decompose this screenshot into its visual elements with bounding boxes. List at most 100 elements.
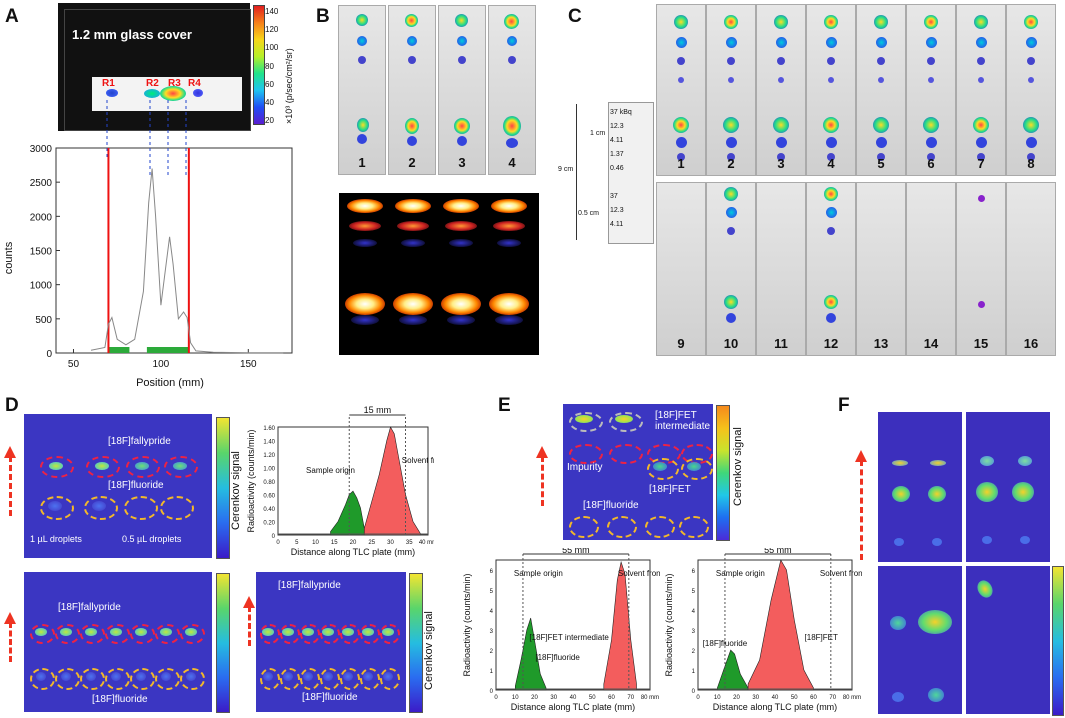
chart-ytick-label: 0 bbox=[490, 689, 494, 695]
chart-xtick-label: 30 bbox=[752, 695, 759, 701]
panel-a-chart: 0 500 1000 1500 2000 2500 3000 50 100 150 Positi… bbox=[3, 144, 293, 389]
panel-label-d: D bbox=[5, 395, 19, 416]
e-image: [18F]FET intermediate Impurity [18F]FET … bbox=[563, 404, 713, 540]
chart-xtick-label: 5 bbox=[295, 540, 299, 546]
chart-xtick-label: 0 bbox=[276, 540, 280, 546]
c-strip-number: 16 bbox=[1023, 336, 1039, 351]
f-colorbar bbox=[1052, 566, 1064, 716]
c-strip-number: 14 bbox=[923, 336, 939, 351]
c-strip: 8 bbox=[1006, 4, 1056, 176]
chart-xlabel: Distance along TLC plate (mm) bbox=[511, 702, 635, 712]
d-fluoride-spot bbox=[85, 672, 96, 681]
d-yellow-ellipse bbox=[30, 668, 55, 690]
f-image-2 bbox=[966, 412, 1050, 562]
e-fluoride: [18F]fluoride bbox=[583, 500, 639, 511]
c-strip: 15 bbox=[956, 182, 1006, 356]
front-label: Solvent front bbox=[820, 569, 862, 578]
panel-label-f: F bbox=[838, 395, 850, 416]
d-yellow-ellipse bbox=[340, 668, 360, 690]
chart-xtick-label: 80 mm bbox=[843, 695, 861, 701]
d-fluoride-spot bbox=[60, 672, 71, 681]
c-strip: 3 bbox=[756, 4, 806, 176]
tlc-plate-a bbox=[92, 77, 242, 111]
d-arrow-top bbox=[4, 446, 16, 516]
panel-b-strips: 1 2 3 4 bbox=[338, 5, 536, 175]
fet-label: [18F]FET bbox=[805, 633, 838, 642]
d-fallypride-spot bbox=[159, 628, 172, 636]
a-ytick-label: 500 bbox=[35, 315, 52, 326]
c-strip-number: 13 bbox=[873, 336, 889, 351]
a-connectors bbox=[106, 100, 187, 178]
e-impurity: Impurity bbox=[567, 462, 603, 473]
d-yellow-ellipse bbox=[180, 668, 205, 690]
chart-xtick-label: 50 bbox=[791, 695, 798, 701]
chart-xtick-label: 30 bbox=[387, 540, 394, 546]
d-yellow-ellipse bbox=[55, 668, 80, 690]
d-red-ellipse bbox=[320, 624, 340, 644]
chart-xtick-label: 20 bbox=[350, 540, 357, 546]
c-strip-number: 1 bbox=[677, 156, 685, 171]
d-fluoride-spot bbox=[343, 672, 353, 681]
d-arrow-bottom-right bbox=[243, 596, 255, 646]
chart-ylabel: Radioactivity (counts/min) bbox=[462, 573, 472, 676]
c-strip: 16 bbox=[1006, 182, 1056, 356]
c-strip-number: 7 bbox=[977, 156, 985, 171]
chart-xlabel: Distance along TLC plate (mm) bbox=[713, 702, 837, 712]
chart-xtick-label: 10 bbox=[714, 695, 721, 701]
d-yellow-ellipse bbox=[320, 668, 340, 690]
d-yellow-ellipse bbox=[80, 668, 105, 690]
d-red-ellipse bbox=[360, 624, 380, 644]
d-fallypride-spot bbox=[342, 628, 354, 636]
d-fluoride-spot bbox=[283, 672, 293, 681]
c-strip-number: 12 bbox=[823, 336, 839, 351]
c-strip-number: 11 bbox=[774, 336, 788, 351]
chart-ytick-label: 3 bbox=[490, 629, 494, 635]
d-yellow-ellipse bbox=[155, 668, 180, 690]
d-fallypride-spot bbox=[134, 628, 147, 636]
panel-label-e: E bbox=[498, 395, 511, 416]
d-fallypride-spot bbox=[362, 628, 374, 636]
f-image-4 bbox=[966, 566, 1050, 714]
c-strip-number: 4 bbox=[827, 156, 835, 171]
c-strip-number: 10 bbox=[723, 336, 739, 351]
chart-ytick-label: 6 bbox=[692, 569, 696, 575]
origin-label: Sample origin bbox=[306, 466, 355, 475]
d-fallypride-spot bbox=[34, 628, 47, 636]
origin-label: Sample origin bbox=[514, 569, 563, 578]
fluoride-label: [18F]fluoride bbox=[703, 639, 748, 648]
panel-label-c: C bbox=[568, 6, 582, 27]
a-ytick-label: 1000 bbox=[30, 281, 53, 292]
a-xlabel: Position (mm) bbox=[136, 377, 204, 389]
c-strip: 10 bbox=[706, 182, 756, 356]
c-strip-number: 5 bbox=[877, 156, 885, 171]
d-fluoride-spot bbox=[110, 672, 121, 681]
c-strip-number: 9 bbox=[677, 336, 685, 351]
b-strip-3: 3 bbox=[438, 5, 486, 175]
chart-xtick-label: 50 bbox=[589, 695, 596, 701]
d-fallypride-spot bbox=[184, 628, 197, 636]
d-red-ellipse bbox=[80, 624, 105, 644]
d-fallypride-spot bbox=[322, 628, 334, 636]
a-ytick-label: 1500 bbox=[30, 247, 53, 258]
chart-xtick-label: 70 bbox=[829, 695, 836, 701]
panel-b-cerenkov bbox=[339, 193, 539, 355]
d-fluoride-spot bbox=[185, 672, 196, 681]
c-strip: 2 bbox=[706, 4, 756, 176]
a-ytick-label: 2500 bbox=[30, 178, 53, 189]
d-red-ellipse bbox=[260, 624, 280, 644]
panel-label-b: B bbox=[316, 6, 330, 27]
chart-ylabel: Radioactivity (counts/min) bbox=[664, 573, 674, 676]
c-strip: 12 bbox=[806, 182, 856, 356]
chart-xtick-label: 0 bbox=[494, 695, 498, 701]
c-strip: 7 bbox=[956, 4, 1006, 176]
d-yellow-ellipse bbox=[260, 668, 280, 690]
e-arrow bbox=[536, 446, 548, 506]
span-label: 55 mm bbox=[562, 548, 590, 555]
d-red-ellipse bbox=[130, 624, 155, 644]
d-yellow-ellipse bbox=[300, 668, 320, 690]
c-dim-05cm: 0.5 cm bbox=[578, 210, 600, 217]
chart-xtick-label: 40 bbox=[570, 695, 577, 701]
d-cbar-label-top: Cerenkov signal bbox=[230, 451, 242, 530]
chart-xtick-label: 10 bbox=[312, 540, 319, 546]
